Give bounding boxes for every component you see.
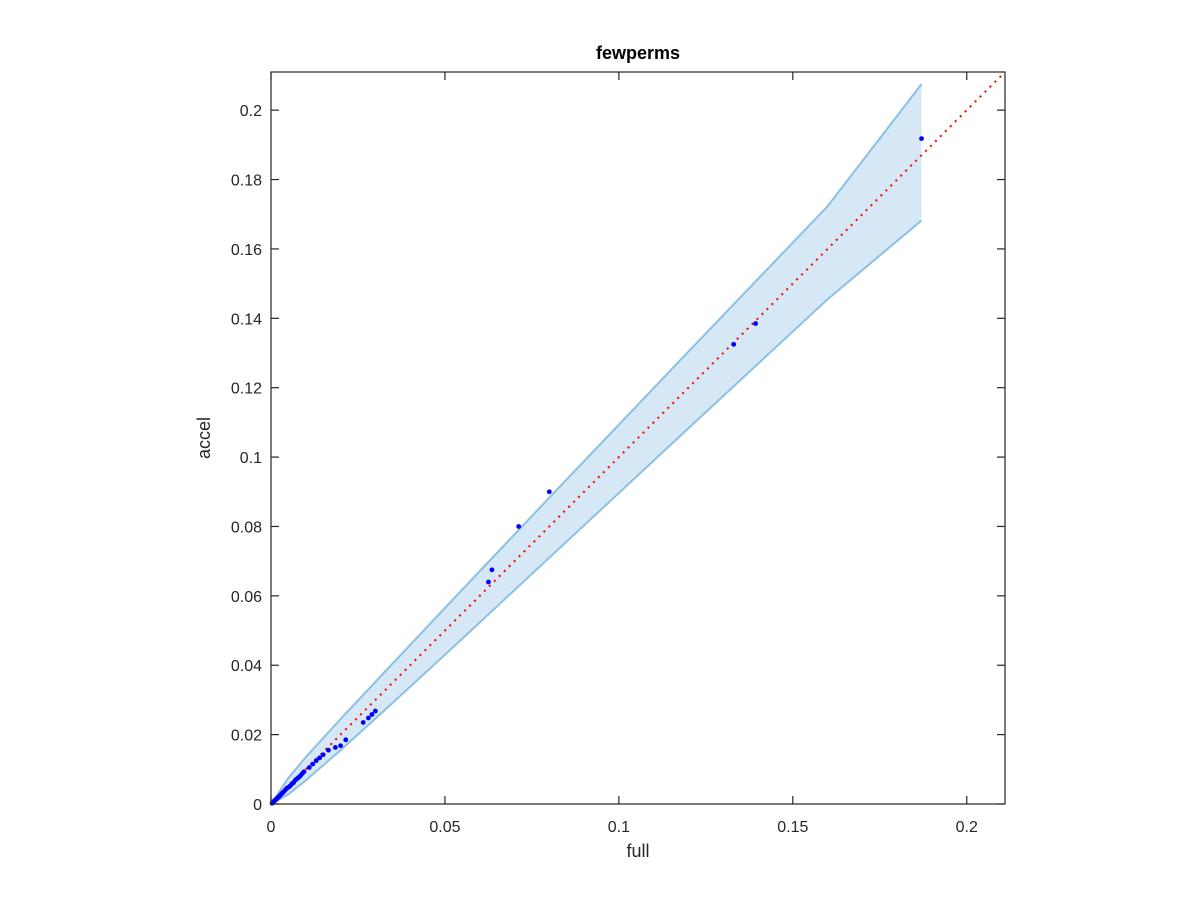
y-tick-label: 0.12 [231, 381, 262, 398]
x-axis-label: full [626, 841, 649, 861]
data-point [366, 716, 371, 721]
y-tick-label: 0.08 [231, 519, 262, 536]
data-point [369, 712, 374, 717]
x-tick-label: 0 [267, 819, 276, 836]
data-point [516, 524, 521, 529]
data-point [326, 748, 331, 753]
y-tick-label: 0.16 [231, 242, 262, 259]
data-point [338, 743, 343, 748]
data-point [321, 752, 326, 757]
data-point [753, 321, 758, 326]
data-point [343, 737, 348, 742]
x-tick-label: 0.1 [608, 819, 630, 836]
data-point [373, 709, 378, 714]
y-tick-label: 0.06 [231, 589, 262, 606]
x-tick-label: 0.15 [777, 819, 808, 836]
data-point [731, 342, 736, 347]
y-axis-label: accel [194, 417, 214, 459]
y-tick-label: 0.14 [231, 311, 262, 328]
data-point [547, 489, 552, 494]
x-tick-label: 0.2 [956, 819, 978, 836]
y-tick-label: 0.2 [240, 103, 262, 120]
data-point [486, 580, 491, 585]
data-point [919, 136, 924, 141]
data-point [489, 567, 494, 572]
data-point [302, 769, 307, 774]
data-point [307, 765, 312, 770]
data-point [333, 745, 338, 750]
data-point [310, 762, 315, 767]
reference-diagonal-line [271, 72, 1005, 804]
y-tick-label: 0.04 [231, 658, 262, 675]
data-point [361, 720, 366, 725]
chart-title: fewperms [596, 43, 680, 63]
band-fill [271, 84, 922, 804]
y-tick-label: 0.1 [240, 450, 262, 467]
x-tick-label: 0.05 [429, 819, 460, 836]
y-tick-label: 0.18 [231, 173, 262, 190]
reference-line [271, 72, 1005, 804]
y-tick-label: 0 [253, 797, 262, 814]
y-tick-label: 0.02 [231, 728, 262, 745]
confidence-band [271, 84, 922, 804]
